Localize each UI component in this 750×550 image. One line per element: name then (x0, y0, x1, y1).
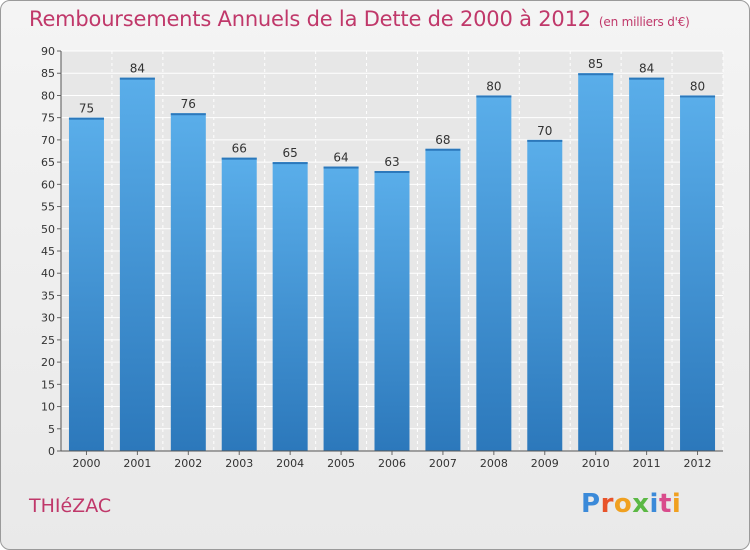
x-tick-label-2002: 2002 (174, 457, 202, 470)
x-tick-label-2012: 2012 (684, 457, 712, 470)
y-tick-label: 75 (41, 112, 55, 125)
data-label-2010: 85 (588, 57, 603, 71)
data-label-2011: 84 (639, 62, 654, 76)
bar-2012 (680, 95, 716, 451)
x-tick-label-2011: 2011 (633, 457, 661, 470)
x-tick-label-2004: 2004 (276, 457, 304, 470)
bar-top-edge (221, 157, 257, 160)
y-tick-label: 10 (41, 401, 55, 414)
bar-2002 (170, 113, 206, 451)
x-tick-label-2008: 2008 (480, 457, 508, 470)
bar-2006 (374, 171, 410, 451)
bar-top-edge (680, 95, 716, 98)
data-label-2006: 63 (384, 155, 399, 169)
bar-2004 (272, 162, 308, 451)
y-tick-label: 60 (41, 178, 55, 191)
y-tick-label: 30 (41, 312, 55, 325)
bar-2008 (476, 95, 512, 451)
bar-top-edge (119, 77, 155, 80)
bar-2009 (527, 139, 563, 451)
x-tick-label-2003: 2003 (225, 457, 253, 470)
x-tick-label-2006: 2006 (378, 457, 406, 470)
bar-top-edge (323, 166, 359, 169)
chart-title: Remboursements Annuels de la Dette de 20… (29, 7, 690, 31)
bar-2003 (221, 157, 257, 451)
chart-unit: (en milliers d'€) (598, 15, 690, 29)
y-tick-label: 55 (41, 201, 55, 214)
bar-top-edge (68, 117, 104, 120)
data-label-2003: 66 (232, 142, 247, 156)
data-label-2001: 84 (130, 62, 145, 76)
bar-2011 (629, 77, 665, 452)
data-label-2005: 64 (333, 151, 348, 165)
y-tick-label: 85 (41, 67, 55, 80)
bar-top-edge (476, 95, 512, 98)
data-label-2007: 68 (435, 133, 450, 147)
x-tick-label-2005: 2005 (327, 457, 355, 470)
x-tick-label-2010: 2010 (582, 457, 610, 470)
y-tick-label: 80 (41, 89, 55, 102)
y-tick-label: 50 (41, 223, 55, 236)
bar-top-edge (629, 77, 665, 80)
x-tick-label-2000: 2000 (72, 457, 100, 470)
y-axis-labels: 0 5 10 15 20 25 30 35 40 45 50 55 60 65 70 75 80 85 90 (41, 45, 55, 458)
bars-layer (68, 73, 716, 452)
bar-top-edge (374, 171, 410, 173)
x-tick-label-2001: 2001 (123, 457, 151, 470)
bar-top-edge (578, 73, 614, 76)
bar-2000 (68, 117, 104, 452)
data-label-2012: 80 (690, 79, 705, 93)
bar-2005 (323, 166, 359, 452)
bar-top-edge (527, 139, 563, 142)
data-label-2004: 65 (283, 146, 298, 160)
x-tick-label-2007: 2007 (429, 457, 457, 470)
bar-top-edge (272, 162, 308, 165)
x-axis-labels: 2000 2001 2002 2003 2004 2005 2006 2007 2008 2009… (72, 457, 711, 470)
bar-2010 (578, 73, 614, 451)
y-tick-label: 35 (41, 289, 55, 302)
y-tick-label: 25 (41, 334, 55, 347)
x-tick-label-2009: 2009 (531, 457, 559, 470)
data-labels: 75 84 76 66 65 64 63 68 80 70 85 84 80 (79, 57, 705, 169)
chart-title-text: Remboursements Annuels de la Dette de 20… (29, 7, 591, 31)
data-label-2000: 75 (79, 102, 94, 116)
commune-name: THIéZAC (29, 495, 112, 517)
y-tick-label: 15 (41, 378, 55, 391)
bar-top-edge (170, 113, 206, 116)
y-tick-label: 0 (48, 445, 55, 458)
y-tick-label: 40 (41, 267, 55, 280)
proxiti-logo: Proxiti (581, 489, 682, 519)
bar-top-edge (425, 148, 461, 151)
data-label-2008: 80 (486, 79, 501, 93)
y-tick-label: 90 (41, 45, 55, 58)
y-tick-label: 5 (48, 423, 55, 436)
y-tick-label: 65 (41, 156, 55, 169)
axis-layer (57, 50, 723, 455)
y-tick-label: 70 (41, 134, 55, 147)
bar-2001 (119, 77, 155, 452)
data-label-2009: 70 (537, 124, 552, 138)
data-label-2002: 76 (181, 97, 196, 111)
y-tick-label: 20 (41, 356, 55, 369)
y-tick-label: 45 (41, 245, 55, 258)
bar-2007 (425, 148, 461, 451)
